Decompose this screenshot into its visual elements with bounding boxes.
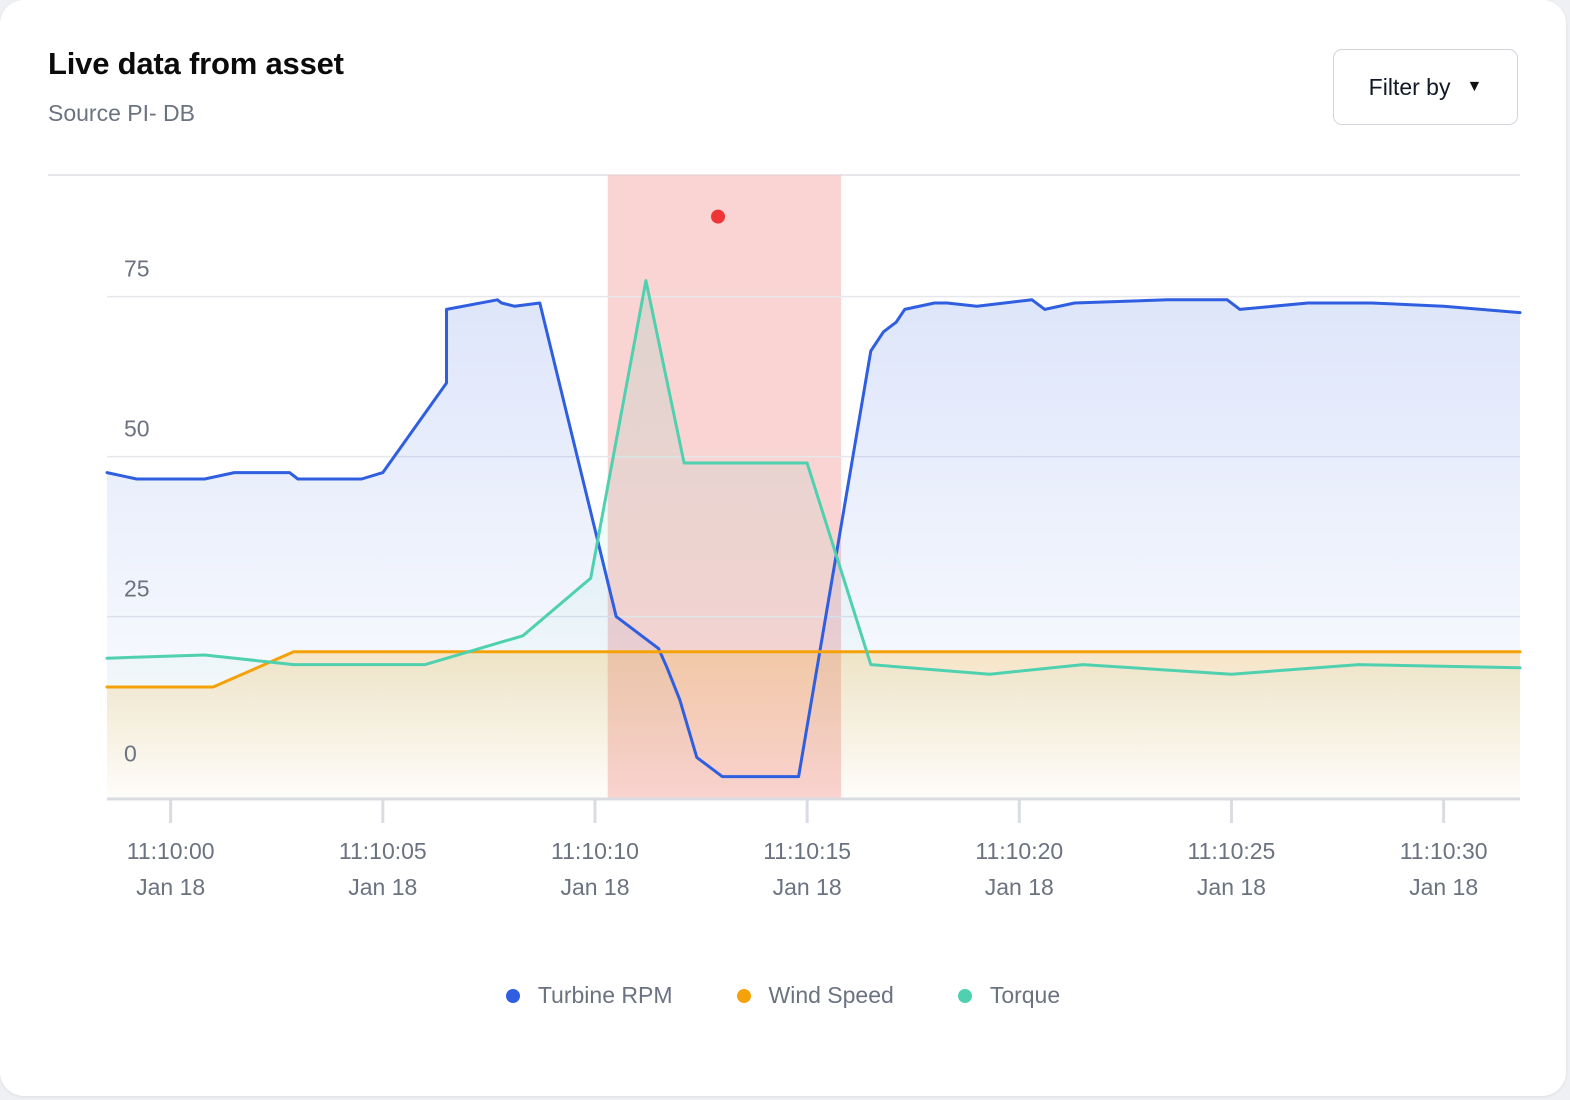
y-tick-label: 25 [124, 576, 150, 602]
x-tick-label-time: 11:10:10 [551, 838, 639, 864]
x-tick-label-date: Jan 18 [1409, 874, 1478, 900]
filter-by-label: Filter by [1368, 73, 1451, 100]
anomaly-marker-dot[interactable] [711, 209, 726, 224]
x-tick-label-time: 11:10:20 [975, 838, 1063, 864]
legend-item-wind-speed[interactable]: Wind Speed [736, 982, 894, 1009]
series-line-torque[interactable] [105, 279, 1522, 676]
series-line-wind-speed[interactable] [105, 650, 1522, 689]
x-tick-label-time: 11:10:05 [339, 838, 427, 864]
x-tick-label-time: 11:10:15 [763, 838, 851, 864]
x-tick-label-time: 11:10:00 [127, 838, 215, 864]
y-tick-label: 0 [124, 741, 137, 767]
legend-dot-turbine-rpm [505, 988, 520, 1003]
x-tick-label-date: Jan 18 [136, 874, 205, 900]
x-tick-label-date: Jan 18 [773, 874, 842, 900]
filter-by-button[interactable]: Filter by ▼ [1333, 49, 1518, 125]
legend-label-turbine-rpm: Turbine RPM [537, 982, 673, 1008]
legend-item-turbine-rpm[interactable]: Turbine RPM [505, 982, 673, 1009]
legend-label-wind-speed: Wind Speed [768, 982, 894, 1008]
header-divider [48, 174, 1520, 176]
card-subtitle: Source PI- DB [48, 100, 195, 126]
x-tick-label-time: 11:10:30 [1400, 838, 1488, 864]
card-title: Live data from asset [48, 46, 344, 81]
y-tick-label: 50 [124, 416, 150, 442]
x-tick-label-date: Jan 18 [560, 874, 629, 900]
y-tick-label: 75 [124, 256, 150, 282]
series-line-turbine-rpm[interactable] [105, 298, 1522, 779]
legend-label-torque: Torque [989, 982, 1061, 1008]
x-tick-label-date: Jan 18 [348, 874, 417, 900]
caret-down-icon: ▼ [1466, 78, 1483, 95]
chart-legend: Turbine RPM Wind Speed Torque [0, 982, 1566, 1009]
x-tick-label-date: Jan 18 [1197, 874, 1266, 900]
legend-dot-torque [957, 988, 972, 1003]
legend-dot-wind-speed [736, 988, 751, 1003]
legend-item-torque[interactable]: Torque [957, 982, 1061, 1009]
area-torque [107, 280, 1520, 800]
x-tick-label-time: 11:10:25 [1188, 838, 1276, 864]
x-tick-label-date: Jan 18 [985, 874, 1054, 900]
